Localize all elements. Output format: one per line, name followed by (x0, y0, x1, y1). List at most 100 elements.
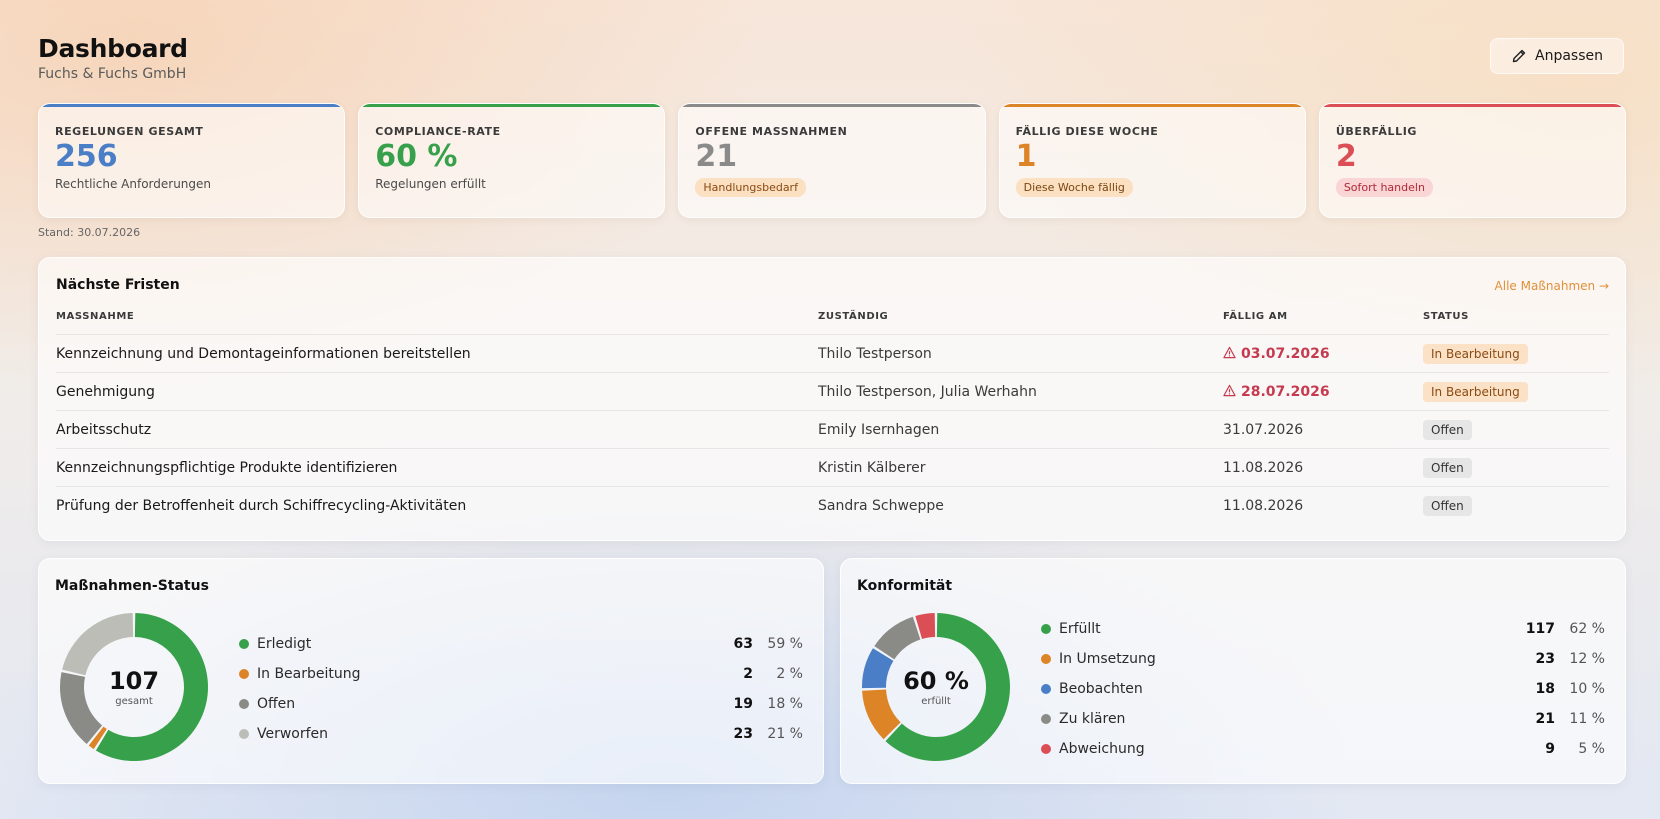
donut-chart-svg (60, 613, 208, 761)
kpi-card-ueberfaellig[interactable]: ÜBERFÄLLIG 2 Sofort handeln (1318, 103, 1627, 218)
column-header-zustaendig[interactable]: ZUSTÄNDIG (818, 307, 1223, 335)
donut-segment-in-umsetzung[interactable] (862, 689, 901, 740)
legend-count: 9 (1545, 741, 1555, 757)
legend-color-dot (1041, 684, 1051, 694)
legend-percent: 2 % (776, 666, 803, 682)
legend-label: Erfüllt (1059, 621, 1101, 637)
legend-item[interactable]: In Bearbeitung 2 2 % (239, 659, 803, 689)
legend-color-dot (239, 669, 249, 679)
kpi-label: OFFENE MASSNAHMEN (695, 125, 848, 138)
legend-label: In Umsetzung (1059, 651, 1156, 667)
legend-percent: 12 % (1569, 651, 1605, 667)
legend-count: 19 (733, 696, 753, 712)
cell-massnahme: Genehmigung (56, 372, 818, 411)
kpi-cards: REGELUNGEN GESAMT 256 Rechtliche Anforde… (38, 103, 1627, 218)
cell-massnahme: Prüfung der Betroffenheit durch Schiffre… (56, 497, 467, 514)
legend-color-dot (1041, 714, 1051, 724)
status-badge: Offen (1423, 419, 1472, 440)
donut-segment-erfüllt[interactable] (885, 613, 1010, 761)
table-row[interactable]: Genehmigung Thilo Testperson, Julia Werha… (56, 372, 1609, 411)
legend-color-dot (1041, 654, 1051, 664)
donut-segment-beobachten[interactable] (862, 648, 894, 689)
legend-percent: 10 % (1569, 681, 1605, 697)
cell-massnahme: Kennzeichnungspflichtige Produkte identi… (56, 448, 818, 487)
cell-zustaendig: Sandra Schweppe (818, 497, 944, 514)
kpi-card-compliance-rate[interactable]: COMPLIANCE-RATE 60 % Regelungen erfüllt (358, 103, 666, 218)
legend-item[interactable]: Abweichung 9 5 % (1041, 734, 1605, 764)
legend-percent: 11 % (1569, 711, 1605, 727)
deadlines-title: Nächste Fristen (56, 277, 180, 293)
legend-label: Erledigt (257, 636, 312, 652)
status-badge: In Bearbeitung (1423, 343, 1528, 364)
legend-label: Verworfen (257, 726, 329, 742)
legend-item[interactable]: In Umsetzung 23 12 % (1041, 644, 1605, 674)
cell-status: In Bearbeitung (1423, 372, 1609, 411)
measures-status-legend: Erledigt 63 59 % In Bearbeitung 2 2 % Offen 19 1… (239, 629, 803, 749)
legend-count: 23 (733, 726, 753, 742)
kpi-value: 256 (55, 139, 118, 174)
table-row[interactable]: Kennzeichnung und Demontageinformationen… (56, 334, 1609, 373)
donut-chart-svg (862, 613, 1010, 761)
kpi-accent-bar (39, 104, 345, 107)
donut-center-value: 107 (108, 667, 160, 695)
kpi-accent-bar (1319, 104, 1626, 107)
cell-zustaendig: Kristin Kälberer (818, 448, 1223, 487)
deadlines-table: MASSNAHME ZUSTÄNDIG FÄLLIG AM STATUS Ken… (56, 307, 1609, 525)
status-badge: In Bearbeitung (1423, 381, 1528, 402)
cell-faellig-am: 28.07.2026 (1223, 372, 1423, 411)
column-header-massnahme[interactable]: MASSNAHME (56, 307, 818, 335)
cell-status: Offen (1423, 410, 1609, 449)
kpi-card-faellig-diese-woche[interactable]: FÄLLIG DIESE WOCHE 1 Diese Woche fällig (998, 103, 1306, 218)
kpi-subtitle: Regelungen erfüllt (375, 177, 486, 191)
column-header-status[interactable]: STATUS (1423, 307, 1609, 335)
table-row[interactable]: Arbeitsschutz Emily Isernhagen 31.07.2026 O… (56, 410, 1609, 449)
legend-label: In Bearbeitung (257, 666, 361, 682)
conformity-title: Konformität (857, 578, 953, 594)
donut-segment-offen[interactable] (60, 672, 103, 744)
legend-label: Abweichung (1059, 741, 1145, 757)
donut-segment-erledigt[interactable] (95, 613, 208, 761)
donut-segment-zu-klären[interactable] (874, 616, 921, 660)
legend-percent: 21 % (767, 726, 803, 742)
donut-segment-verworfen[interactable] (62, 613, 134, 676)
deadlines-panel: Nächste Fristen Alle Maßnahmen → MASSNAH… (38, 257, 1626, 541)
customize-button[interactable]: Anpassen (1490, 38, 1624, 74)
legend-item[interactable]: Beobachten 18 10 % (1041, 674, 1605, 704)
cell-massnahme: Kennzeichnung und Demontageinformationen… (56, 334, 818, 373)
cell-faellig-am: 11.08.2026 (1223, 487, 1423, 525)
kpi-value: 21 (695, 139, 738, 174)
legend-count: 23 (1535, 651, 1555, 667)
legend-percent: 62 % (1569, 621, 1605, 637)
kpi-label: COMPLIANCE-RATE (375, 125, 501, 138)
status-badge: Offen (1423, 495, 1472, 516)
donut-center-label: gesamt (115, 696, 153, 707)
legend-item[interactable]: Offen 19 18 % (239, 689, 803, 719)
legend-color-dot (1041, 624, 1051, 634)
legend-item[interactable]: Erledigt 63 59 % (239, 629, 803, 659)
legend-count: 18 (1535, 681, 1555, 697)
donut-segment-abweichung[interactable] (915, 613, 936, 639)
legend-count: 63 (733, 636, 753, 652)
legend-count: 21 (1535, 711, 1555, 727)
legend-item[interactable]: Zu klären 21 11 % (1041, 704, 1605, 734)
kpi-badge: Handlungsbedarf (695, 178, 806, 197)
kpi-accent-bar (359, 104, 665, 107)
legend-item[interactable]: Verworfen 23 21 % (239, 719, 803, 749)
due-date: 11.08.2026 (1223, 497, 1304, 514)
pencil-icon (1512, 49, 1526, 63)
column-header-faellig-am[interactable]: FÄLLIG AM (1223, 307, 1423, 335)
kpi-card-regelungen[interactable]: REGELUNGEN GESAMT 256 Rechtliche Anforde… (38, 103, 346, 218)
table-row[interactable]: Kennzeichnungspflichtige Produkte identi… (56, 448, 1609, 487)
table-row[interactable]: Prüfung der Betroffenheit durch Schiffre… (56, 487, 1609, 525)
kpi-card-offene-massnahmen[interactable]: OFFENE MASSNAHMEN 21 Handlungsbedarf (678, 103, 986, 218)
cell-faellig-am: 03.07.2026 (1223, 334, 1423, 373)
kpi-badge: Sofort handeln (1335, 178, 1433, 197)
kpi-label: ÜBERFÄLLIG (1335, 125, 1418, 138)
donut-segment-in-bearbeitung[interactable] (88, 726, 107, 750)
legend-item[interactable]: Erfüllt 117 62 % (1041, 614, 1605, 644)
legend-label: Zu klären (1059, 711, 1126, 727)
cell-zustaendig: Emily Isernhagen (818, 410, 1223, 449)
customize-label: Anpassen (1535, 48, 1603, 64)
conformity-panel: Konformität 60 % erfüllt Erfüllt 117 62 % I… (840, 558, 1626, 784)
all-measures-link[interactable]: Alle Maßnahmen → (1494, 279, 1609, 293)
